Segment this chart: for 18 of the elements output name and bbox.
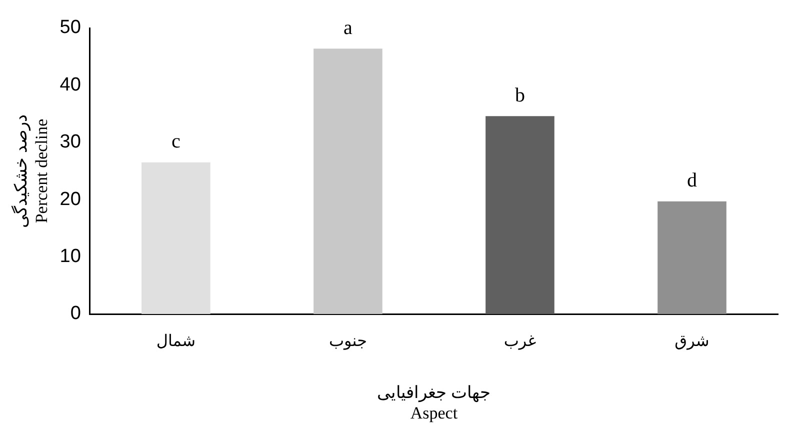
x-tick-label: شرق — [674, 330, 710, 350]
y-tick-label: 30 — [60, 132, 81, 153]
x-tick-label: شمال — [156, 330, 196, 350]
y-tick-label: 40 — [60, 74, 81, 96]
y-tick-label: 50 — [60, 17, 81, 38]
bar — [142, 162, 210, 314]
x-tick-label: جنوب — [328, 330, 367, 350]
y-tick-label: 0 — [70, 303, 81, 324]
annotation: c — [171, 130, 180, 153]
annotation: b — [514, 84, 525, 106]
bar — [486, 116, 554, 314]
bar — [658, 201, 726, 314]
y-tick-label: 10 — [60, 246, 81, 268]
x-tick-label: غرب — [504, 330, 536, 350]
y-tick-label: 20 — [60, 188, 81, 210]
annotation: a — [344, 16, 353, 39]
bar — [314, 48, 382, 314]
annotation: d — [686, 170, 697, 192]
